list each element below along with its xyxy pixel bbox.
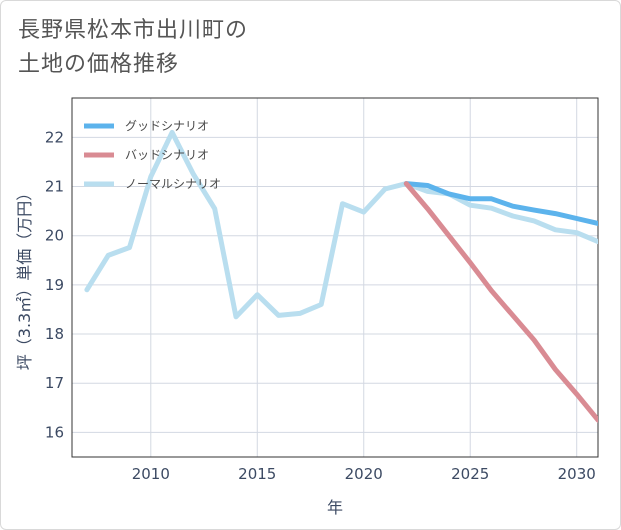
title-line-1: 長野県松本市出川町の xyxy=(18,18,249,43)
y-tick-label: 22 xyxy=(45,128,64,146)
y-tick-label: 19 xyxy=(45,276,64,294)
y-tick-label: 20 xyxy=(45,227,64,245)
y-axis-ticks: 16 17 18 19 20 21 22 xyxy=(45,128,64,441)
y-tick-label: 21 xyxy=(45,178,64,196)
legend-label-0: グッドシナリオ xyxy=(125,119,209,133)
y-tick-label: 18 xyxy=(45,325,64,343)
series-line-0 xyxy=(403,181,598,226)
chart-title: 長野県松本市出川町の 土地の価格推移 xyxy=(18,14,248,82)
series-line-1 xyxy=(403,181,598,423)
x-tick-label: 2025 xyxy=(451,465,489,483)
grid-lines xyxy=(72,98,598,457)
x-tick-label: 2015 xyxy=(238,465,276,483)
plot-border xyxy=(71,97,599,458)
x-axis-title: 年 xyxy=(327,498,343,517)
y-tick-label: 17 xyxy=(45,374,64,392)
x-tick-label: 2030 xyxy=(558,465,596,483)
y-tick-label: 16 xyxy=(45,423,64,441)
title-line-2: 土地の価格推移 xyxy=(18,52,180,77)
series-layer xyxy=(84,129,598,423)
x-tick-label: 2010 xyxy=(132,465,170,483)
legend-label-1: バッドシナリオ xyxy=(125,148,209,162)
x-tick-label: 2020 xyxy=(345,465,383,483)
legend-label-2: ノーマルシナリオ xyxy=(125,177,221,191)
x-axis-ticks: 2010 2015 2020 2025 2030 xyxy=(132,465,596,483)
y-axis-title: 坪（3.3㎡）単価（万円） xyxy=(15,185,34,370)
series-line-2 xyxy=(84,129,598,320)
